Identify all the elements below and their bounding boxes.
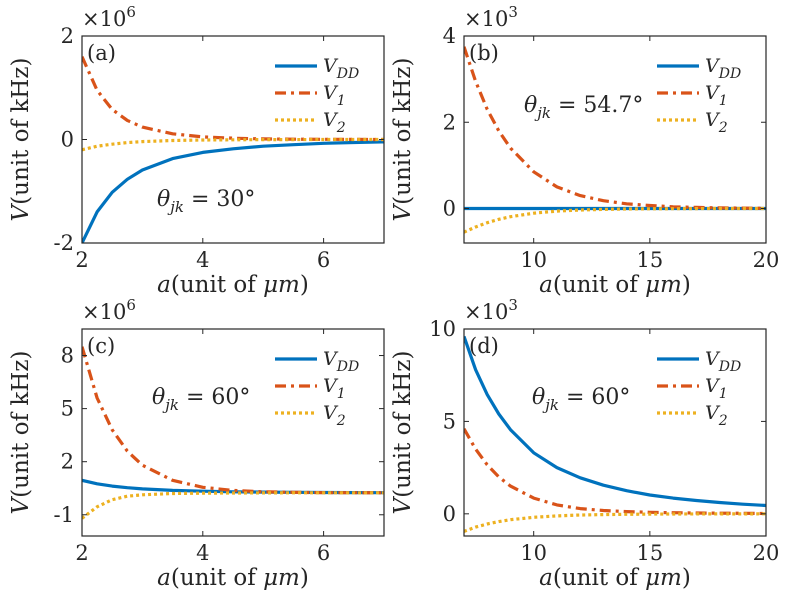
legend-label-vdd: VDD: [323, 55, 359, 82]
axes-frame: [463, 328, 767, 537]
x-tick-label: 2: [75, 248, 88, 272]
axis-exponent: ×103: [464, 296, 518, 324]
y-tick-label: 0: [61, 128, 74, 152]
panel-d: 10 15 20 0 5 10 ×103 a(unit of μm) V(unit of kHz…: [390, 296, 779, 591]
y-axis-label: V(unit of kHz): [390, 58, 416, 222]
axes-frame: [463, 35, 767, 244]
series-line-v2: [464, 206, 766, 234]
y-tick-label: 2: [61, 450, 74, 474]
x-axis-label: a(unit of μm): [157, 272, 309, 298]
panel-label: (d): [469, 334, 499, 358]
angle-annotation: θjk = 60°: [532, 385, 630, 414]
y-axis-label: V(unit of kHz): [8, 351, 34, 515]
y-tick-label: 0: [443, 502, 456, 526]
x-tick-label: 4: [196, 541, 209, 565]
legend-label-v2: V2: [323, 109, 346, 136]
y-tick-label: 0: [443, 197, 456, 221]
angle-annotation: θjk = 54.7°: [524, 93, 643, 122]
legend-label-vdd: VDD: [323, 348, 359, 375]
series-line-v1: [464, 428, 766, 516]
axis-exponent: ×106: [82, 3, 136, 31]
y-tick-label: 2: [61, 24, 74, 48]
x-tick-label: 10: [520, 248, 547, 272]
series-line-vdd: [464, 335, 766, 508]
series-line-v2: [82, 137, 384, 152]
x-tick-label: 15: [636, 248, 663, 272]
y-tick-label: 5: [443, 409, 456, 433]
y-tick-label: 5: [61, 397, 74, 421]
angle-annotation: θjk = 60°: [152, 385, 250, 414]
panel-label: (a): [87, 41, 116, 65]
x-axis-label: a(unit of μm): [539, 272, 691, 298]
legend-label-v1: V1: [323, 82, 346, 109]
y-tick-label: 10: [429, 317, 456, 341]
x-tick-label: 20: [753, 541, 780, 565]
x-tick-label: 15: [636, 541, 663, 565]
angle-annotation: θjk = 30°: [157, 187, 255, 216]
series-line-v2: [82, 491, 384, 520]
legend-label-vdd: VDD: [705, 55, 741, 82]
axis-exponent: ×106: [82, 296, 136, 324]
x-axis-label: a(unit of μm): [539, 565, 691, 591]
y-tick-label: -2: [54, 231, 74, 255]
x-tick-label: 20: [753, 248, 780, 272]
panel-label: (b): [469, 41, 499, 65]
series-line-v2: [464, 512, 766, 533]
legend-label-v2: V2: [705, 109, 728, 136]
x-tick-label: 10: [520, 541, 547, 565]
panel-b: 10 15 20 0 2 4 ×103 a(unit of μm) V(unit of kHz)…: [390, 3, 779, 298]
axes-frame: [81, 328, 385, 537]
legend-label-vdd: VDD: [705, 348, 741, 375]
x-tick-label: 6: [317, 541, 330, 565]
y-axis-label: V(unit of kHz): [390, 351, 416, 515]
series-line-vdd: [82, 478, 384, 495]
y-axis-label: V(unit of kHz): [8, 58, 34, 222]
y-tick-label: 8: [61, 344, 74, 368]
panel-label: (c): [87, 334, 115, 358]
x-tick-label: 6: [317, 248, 330, 272]
legend-label-v1: V1: [323, 375, 346, 402]
legend-label-v1: V1: [705, 375, 728, 402]
legend-label-v1: V1: [705, 82, 728, 109]
axis-exponent: ×103: [464, 3, 518, 31]
legend-label-v2: V2: [323, 402, 346, 429]
series-line-v1: [464, 46, 766, 210]
y-tick-label: -1: [54, 503, 74, 527]
series-line-vdd: [82, 140, 384, 243]
x-tick-label: 4: [196, 248, 209, 272]
y-tick-label: 2: [443, 110, 456, 134]
panel-a: 2 4 6 -2 0 2 ×106 a(unit of μm) V(unit of kHz) (a…: [8, 3, 385, 298]
x-tick-label: 2: [75, 541, 88, 565]
x-axis-label: a(unit of μm): [157, 565, 309, 591]
y-tick-label: 4: [443, 24, 456, 48]
legend-label-v2: V2: [705, 402, 728, 429]
